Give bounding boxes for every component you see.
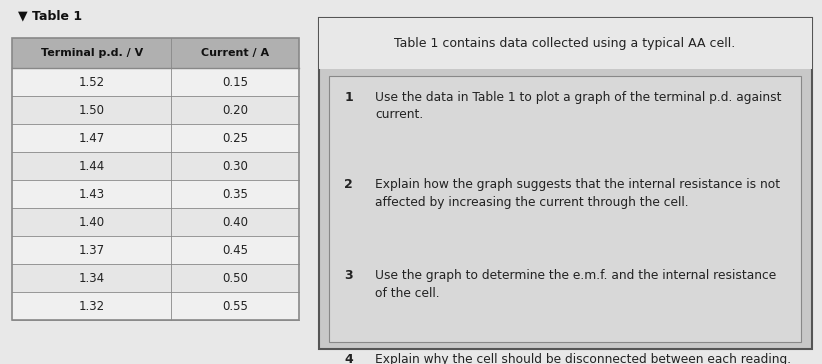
Text: Terminal p.d. / V: Terminal p.d. / V — [41, 48, 143, 58]
Text: Explain how the graph suggests that the internal resistance is not
affected by i: Explain how the graph suggests that the … — [375, 178, 780, 209]
Bar — [12, 236, 299, 264]
Text: 0.45: 0.45 — [222, 244, 248, 257]
Text: 4: 4 — [344, 353, 353, 364]
Text: 0.55: 0.55 — [222, 300, 248, 313]
Text: 3: 3 — [344, 269, 353, 282]
Text: 1.40: 1.40 — [79, 216, 105, 229]
Text: Use the data in Table 1 to plot a graph of the terminal p.d. against
current.: Use the data in Table 1 to plot a graph … — [375, 91, 782, 122]
Bar — [12, 124, 299, 152]
Bar — [318, 18, 811, 69]
Bar — [12, 38, 299, 68]
Text: Table 1 contains data collected using a typical AA cell.: Table 1 contains data collected using a … — [395, 37, 736, 50]
Text: 0.50: 0.50 — [222, 272, 248, 285]
Text: 1.50: 1.50 — [79, 104, 105, 116]
Bar — [12, 152, 299, 180]
Bar — [12, 208, 299, 236]
Text: 0.30: 0.30 — [222, 160, 248, 173]
Text: Use the graph to determine the e.m.f. and the internal resistance
of the cell.: Use the graph to determine the e.m.f. an… — [375, 269, 776, 300]
Bar — [12, 38, 299, 320]
Text: 1.43: 1.43 — [79, 188, 105, 201]
Text: 1.44: 1.44 — [79, 160, 105, 173]
Text: 1.37: 1.37 — [79, 244, 105, 257]
Text: 0.25: 0.25 — [222, 132, 248, 145]
Bar — [329, 76, 801, 342]
Text: 1.32: 1.32 — [79, 300, 105, 313]
Text: 1.34: 1.34 — [79, 272, 105, 285]
Text: 0.35: 0.35 — [222, 188, 248, 201]
Bar — [12, 180, 299, 208]
Bar — [12, 96, 299, 124]
Bar — [12, 292, 299, 320]
Text: Current / A: Current / A — [201, 48, 270, 58]
Text: ▼ Table 1: ▼ Table 1 — [18, 9, 83, 22]
Text: 1.52: 1.52 — [79, 76, 105, 88]
Text: 0.15: 0.15 — [222, 76, 248, 88]
Bar — [12, 264, 299, 292]
Text: Explain why the cell should be disconnected between each reading.: Explain why the cell should be disconnec… — [375, 353, 791, 364]
Text: 1.47: 1.47 — [79, 132, 105, 145]
Text: 0.40: 0.40 — [222, 216, 248, 229]
Text: 1: 1 — [344, 91, 353, 104]
Text: 2: 2 — [344, 178, 353, 191]
Text: 0.20: 0.20 — [222, 104, 248, 116]
Bar — [12, 68, 299, 96]
